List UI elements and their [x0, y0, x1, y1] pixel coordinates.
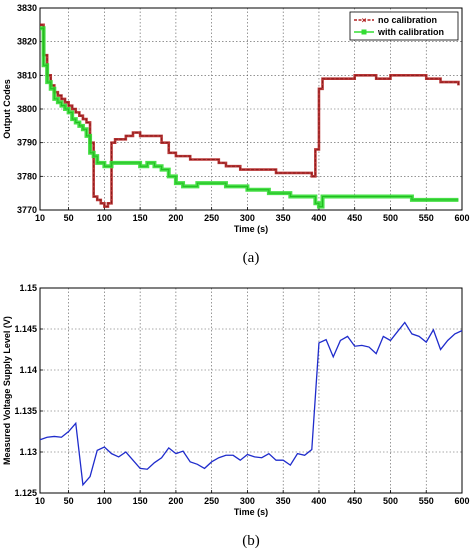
x-tick-label: 550	[419, 496, 434, 506]
x-tick-label: 250	[204, 496, 219, 506]
figure-caption: (a)	[243, 250, 260, 266]
y-axis-label: Output Codes	[2, 79, 12, 139]
y-tick-label: 3820	[17, 37, 37, 47]
y-tick-label: 3770	[17, 205, 37, 215]
x-tick-label: 100	[97, 496, 112, 506]
plot-frame	[39, 287, 463, 494]
y-tick-label: 1.14	[19, 365, 37, 375]
y-tick-label: 1.145	[14, 324, 37, 334]
series-no-calibration	[40, 23, 460, 208]
x-axis-label: Time (s)	[234, 224, 268, 234]
x-tick-label: 500	[383, 496, 398, 506]
x-tick-label: 350	[276, 496, 291, 506]
y-tick-label: 1.125	[14, 488, 37, 498]
x-tick-label: 450	[347, 496, 362, 506]
series-with-calibration	[40, 26, 459, 209]
plot-frame	[39, 7, 463, 211]
x-tick-label: 400	[311, 213, 326, 223]
series-line	[39, 321, 463, 487]
x-tick-label: 500	[383, 213, 398, 223]
y-tick-label: 3790	[17, 138, 37, 148]
x-axis-label: Time (s)	[234, 507, 268, 517]
x-tick-label: 450	[347, 213, 362, 223]
x-tick-label: 200	[168, 213, 183, 223]
chart-a: 10 50 100 150 200 250 300 350 400 450 500 550 600 377…	[2, 3, 470, 266]
series-voltage	[39, 321, 463, 487]
legend-label: with calibration	[377, 27, 444, 37]
y-tick-label: 3830	[17, 3, 37, 13]
series-line-core	[40, 27, 459, 208]
legend-label: no calibration	[378, 15, 437, 25]
y-tick-label: 3800	[17, 104, 37, 114]
x-tick-label: 10	[35, 213, 45, 223]
x-tick-label: 10	[35, 496, 45, 506]
x-tick-label: 550	[419, 213, 434, 223]
x-tick-label: 200	[168, 496, 183, 506]
x-tick-label: 600	[454, 496, 469, 506]
y-tick-label: 3780	[17, 171, 37, 181]
y-tick-label: 1.13	[19, 447, 37, 457]
x-tick-label: 600	[454, 213, 469, 223]
figure-caption: (b)	[242, 533, 260, 549]
x-tick-label: 50	[64, 213, 74, 223]
y-tick-label: 1.135	[14, 406, 37, 416]
y-tick-label: 1.15	[19, 283, 37, 293]
x-tick-label: 100	[97, 213, 112, 223]
x-tick-label: 250	[204, 213, 219, 223]
legend: × no calibration with calibration	[349, 11, 459, 41]
x-tick-label: 300	[240, 213, 255, 223]
legend-box	[349, 11, 459, 41]
x-tick-label: 400	[311, 496, 326, 506]
series-line-core	[40, 24, 459, 208]
x-tick-label: 50	[64, 496, 74, 506]
legend-marker-square	[361, 29, 367, 35]
x-tick-label: 150	[133, 496, 148, 506]
y-tick-label: 3810	[17, 70, 37, 80]
plot-area	[40, 288, 462, 493]
chart-b: 10 50 100 150 200 250 300 350 400 450 500 550 600 1.1…	[2, 283, 470, 549]
y-axis-label: Measured Voltage Supply Level (V)	[2, 316, 12, 465]
legend-marker-x: ×	[362, 16, 367, 25]
x-tick-label: 150	[133, 213, 148, 223]
x-tick-label: 300	[240, 496, 255, 506]
x-tick-label: 350	[276, 213, 291, 223]
